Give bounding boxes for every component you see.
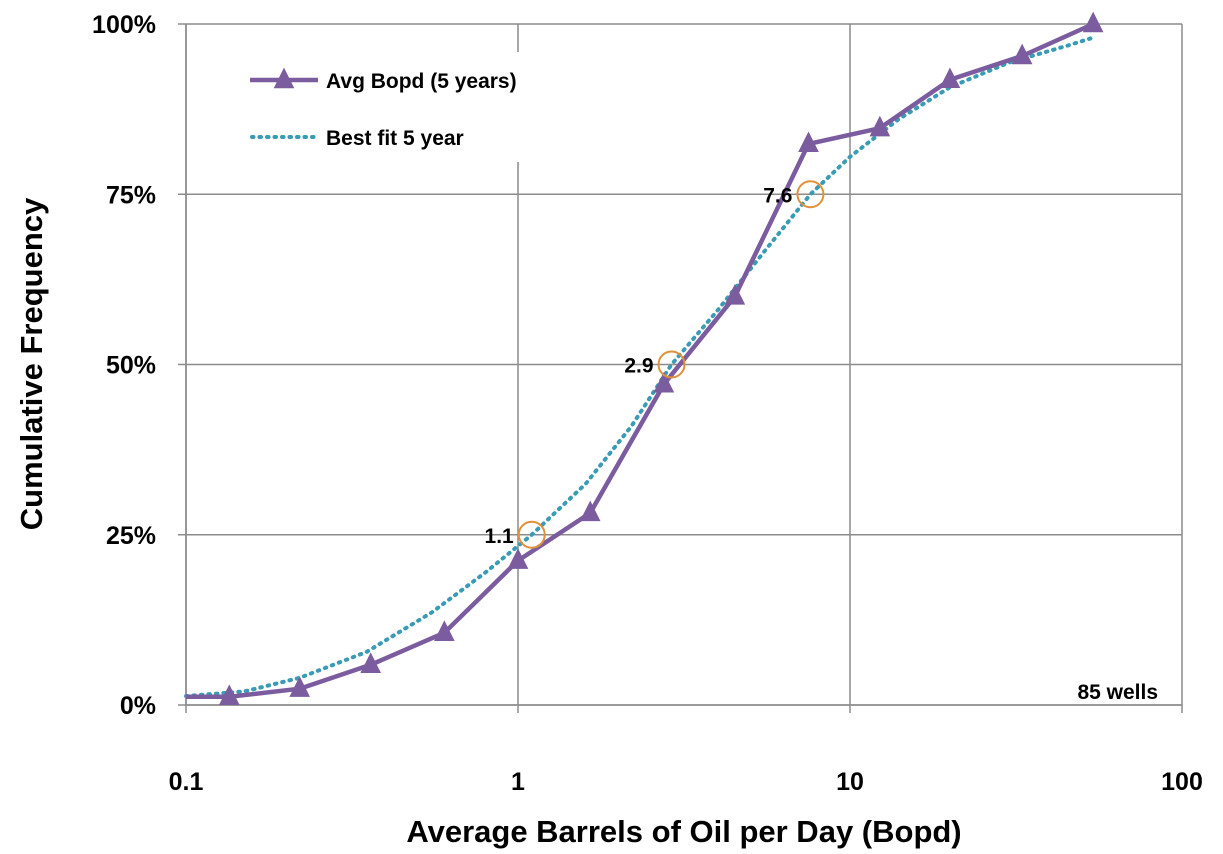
data-point-marker — [869, 115, 891, 137]
x-tick-label: 0.1 — [169, 768, 204, 796]
data-point-marker — [939, 67, 961, 89]
series-avg-bopd-line — [186, 21, 1095, 700]
data-point-marker — [798, 131, 819, 153]
data-point-marker — [724, 283, 746, 305]
legend: Avg Bopd (5 years) Best fit 5 year — [240, 52, 580, 162]
y-tick-label: 0% — [120, 692, 156, 720]
x-axis-title: Average Barrels of Oil per Day (Bopd) — [406, 814, 961, 849]
data-point-marker — [507, 548, 529, 569]
annotation-label: 2.9 — [624, 355, 653, 378]
legend-best-fit-label: Best fit 5 year — [326, 127, 464, 150]
y-tick-label: 75% — [106, 181, 156, 209]
data-point-marker — [579, 500, 601, 522]
wells-count-note: 85 wells — [1077, 681, 1158, 704]
x-tick-label: 1 — [511, 768, 525, 796]
data-point-marker — [218, 684, 240, 706]
data-point-marker — [1082, 11, 1104, 33]
series-layer — [184, 11, 1104, 706]
legend-avg-bopd-label: Avg Bopd (5 years) — [326, 70, 517, 93]
annotation-label: 7.6 — [763, 184, 792, 207]
annotation-circle — [657, 350, 686, 379]
annotations: 1.1 2.9 7.6 — [485, 180, 825, 549]
legend-triangle-marker — [273, 67, 295, 89]
axes — [178, 23, 1183, 713]
annotation-circle — [517, 520, 546, 549]
data-point-marker — [434, 620, 455, 642]
y-axis-title: Cumulative Frequency — [14, 197, 49, 530]
annotation-label: 1.1 — [485, 525, 515, 548]
y-tick-label: 25% — [106, 522, 156, 550]
data-point-marker — [1011, 43, 1033, 65]
y-tick-label: 100% — [92, 11, 156, 39]
tick-labels: 0% 25% 50% 75% 100% 0.1 1 10 100 — [92, 11, 1203, 796]
grid-lines — [186, 23, 1183, 705]
x-tick-label: 10 — [836, 768, 864, 796]
data-point-marker — [653, 371, 675, 393]
annotation-circle — [796, 180, 825, 209]
legend-background — [240, 52, 580, 162]
y-tick-label: 50% — [106, 352, 156, 380]
x-tick-label: 100 — [1161, 768, 1203, 796]
data-point-marker — [360, 652, 382, 674]
data-point-marker — [289, 676, 310, 697]
